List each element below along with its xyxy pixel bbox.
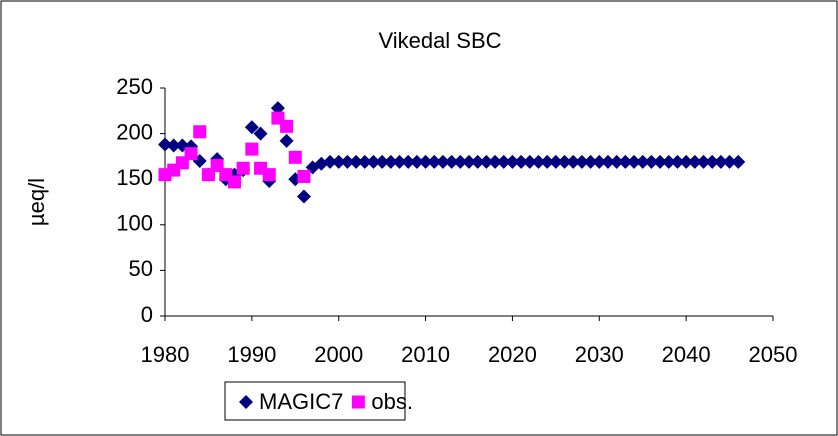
data-point bbox=[548, 154, 563, 169]
data-point bbox=[644, 154, 659, 169]
data-point bbox=[279, 133, 294, 148]
data-point bbox=[296, 189, 311, 204]
data-point bbox=[583, 154, 598, 169]
data-point bbox=[731, 154, 746, 169]
data-point bbox=[193, 125, 207, 139]
legend-label: obs. bbox=[371, 389, 413, 414]
x-tick-label: 2010 bbox=[401, 342, 450, 367]
data-point bbox=[418, 154, 433, 169]
data-point bbox=[505, 154, 520, 169]
data-point bbox=[627, 154, 642, 169]
data-point bbox=[427, 154, 442, 169]
data-point bbox=[522, 154, 537, 169]
data-point bbox=[392, 154, 407, 169]
data-point bbox=[253, 126, 268, 141]
data-point bbox=[618, 154, 633, 169]
x-tick-label: 1990 bbox=[227, 342, 276, 367]
data-point bbox=[158, 137, 172, 152]
data-point bbox=[687, 154, 702, 169]
legend-marker bbox=[351, 395, 365, 409]
data-point bbox=[236, 161, 250, 175]
data-point bbox=[245, 142, 259, 156]
data-point bbox=[453, 154, 468, 169]
data-point bbox=[479, 154, 494, 169]
data-point bbox=[401, 154, 416, 169]
data-point bbox=[470, 154, 485, 169]
data-point bbox=[409, 154, 424, 169]
data-point bbox=[496, 154, 511, 169]
legend-label: MAGIC7 bbox=[259, 389, 343, 414]
data-point bbox=[375, 154, 390, 169]
x-tick-label: 2020 bbox=[488, 342, 537, 367]
data-point bbox=[244, 120, 259, 135]
data-point bbox=[166, 138, 181, 153]
data-point bbox=[435, 154, 450, 169]
data-point bbox=[609, 154, 624, 169]
data-point bbox=[184, 147, 198, 161]
data-point bbox=[713, 154, 728, 169]
data-point bbox=[653, 154, 668, 169]
data-point bbox=[574, 154, 589, 169]
x-tick-label: 1980 bbox=[141, 342, 190, 367]
chart-title: Vikedal SBC bbox=[378, 28, 501, 53]
y-tick-label: 250 bbox=[116, 74, 153, 99]
data-point bbox=[331, 154, 346, 169]
data-point bbox=[514, 154, 529, 169]
data-point bbox=[462, 154, 476, 169]
x-tick-label: 2040 bbox=[662, 342, 711, 367]
data-point bbox=[262, 168, 276, 182]
y-tick-label: 100 bbox=[116, 211, 153, 236]
data-point bbox=[705, 154, 720, 169]
y-tick-label: 50 bbox=[129, 256, 153, 281]
data-point bbox=[670, 154, 685, 169]
data-point bbox=[349, 154, 364, 169]
y-tick-label: 0 bbox=[141, 302, 153, 327]
y-axis-label: µeq/l bbox=[24, 178, 49, 226]
data-point bbox=[679, 154, 694, 169]
data-point bbox=[531, 154, 546, 169]
data-point bbox=[357, 154, 372, 169]
data-point bbox=[488, 154, 503, 169]
data-point bbox=[696, 154, 711, 169]
data-point bbox=[270, 101, 285, 116]
legend bbox=[224, 381, 406, 421]
y-tick-label: 150 bbox=[116, 165, 153, 190]
data-point bbox=[592, 154, 607, 169]
data-point bbox=[366, 154, 381, 169]
data-point bbox=[566, 154, 581, 169]
data-point bbox=[280, 119, 294, 133]
data-point bbox=[557, 154, 572, 169]
data-point bbox=[444, 154, 459, 169]
data-point bbox=[383, 154, 398, 169]
legend-marker bbox=[239, 395, 253, 409]
x-tick-label: 2000 bbox=[314, 342, 363, 367]
data-point bbox=[722, 154, 737, 169]
y-tick-label: 200 bbox=[116, 119, 153, 144]
data-point bbox=[288, 150, 302, 164]
data-point bbox=[297, 169, 311, 183]
data-point bbox=[340, 154, 355, 169]
x-tick-label: 2050 bbox=[749, 342, 798, 367]
data-point bbox=[600, 154, 615, 169]
x-tick-label: 2030 bbox=[575, 342, 624, 367]
data-point bbox=[635, 154, 650, 169]
data-point bbox=[540, 154, 555, 169]
data-point bbox=[661, 154, 676, 169]
data-point bbox=[323, 154, 338, 169]
data-point bbox=[227, 175, 241, 189]
